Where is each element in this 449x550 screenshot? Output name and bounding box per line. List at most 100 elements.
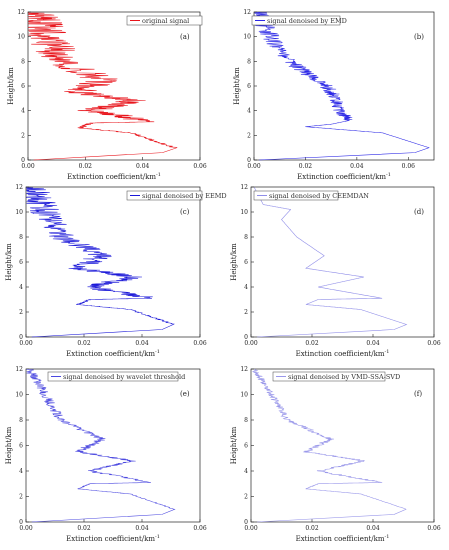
series-line <box>26 187 175 338</box>
y-tick-label: 10 <box>15 392 23 399</box>
panel-5: 0 2 4 6 8 10 12 0.00 0.02 0.04 0.06 Extinction coef… <box>5 366 207 543</box>
y-tick-label: 0 <box>19 334 23 341</box>
panel-6: 0 2 4 6 8 10 12 0.00 0.02 0.04 0.06 Extinction coef… <box>230 366 441 543</box>
x-tick-label: 0.02 <box>305 340 319 347</box>
x-tick-label: 0.02 <box>79 163 93 170</box>
x-axis-label: Extinction coefficient/km-1 <box>296 349 390 358</box>
panel-tag: (f) <box>414 390 422 398</box>
panel-tag: (c) <box>180 208 190 216</box>
x-tick-label: 0.02 <box>77 525 91 532</box>
y-tick-label: 0 <box>21 157 25 164</box>
series-line <box>28 12 178 161</box>
y-tick-label: 8 <box>244 417 248 424</box>
legend-label: signal denoised by EEMD <box>142 192 227 200</box>
x-axis-label-sup: -1 <box>155 349 160 355</box>
y-tick-label: 10 <box>240 392 248 399</box>
x-axis-label-sup: -1 <box>385 349 390 355</box>
x-tick-label: 0.00 <box>244 340 258 347</box>
legend-label: signal denoised by VMD-SSA-SVD <box>288 373 400 381</box>
y-tick-label: 6 <box>19 443 23 450</box>
y-tick-label: 10 <box>17 34 25 41</box>
series-line <box>252 369 407 523</box>
panel-3: 0 2 4 6 8 10 12 0.00 0.02 0.04 0.06 Extinction coef… <box>5 184 227 358</box>
y-tick-label: 12 <box>15 184 23 191</box>
y-axis-label: Height/km <box>230 243 238 281</box>
y-tick-label: 6 <box>21 83 25 90</box>
x-axis-label-sup: -1 <box>386 172 391 178</box>
legend-label: signal denoised by CEEMDAN <box>269 192 369 200</box>
y-tick-label: 4 <box>19 468 23 475</box>
plot-frame <box>27 11 201 161</box>
series-line <box>26 369 176 523</box>
y-tick-label: 8 <box>247 58 251 65</box>
y-tick-label: 8 <box>244 234 248 241</box>
legend-box <box>272 371 386 382</box>
series-line <box>254 187 408 338</box>
y-tick-label: 2 <box>247 132 251 139</box>
series-line <box>254 12 430 161</box>
x-tick-label: 0.00 <box>19 340 33 347</box>
y-tick-label: 0 <box>247 157 251 164</box>
x-axis-label: Extinction coefficient/km-1 <box>66 349 160 358</box>
x-tick-label: 0.04 <box>366 525 380 532</box>
y-tick-label: 10 <box>15 209 23 216</box>
y-tick-label: 6 <box>19 259 23 266</box>
x-tick-label: 0.02 <box>77 340 91 347</box>
y-tick-label: 4 <box>247 108 251 115</box>
y-axis-label: Height/km <box>5 426 13 464</box>
legend-box <box>251 15 341 26</box>
panel-tag: (e) <box>180 390 190 398</box>
x-tick-label: 0.02 <box>305 525 319 532</box>
y-tick-label: 2 <box>244 309 248 316</box>
y-tick-label: 4 <box>244 468 248 475</box>
x-tick-label: 0.02 <box>299 163 313 170</box>
x-tick-label: 0.04 <box>135 340 149 347</box>
x-tick-label: 0.00 <box>244 525 258 532</box>
x-tick-label: 0.06 <box>193 340 207 347</box>
x-tick-label: 0.04 <box>135 525 149 532</box>
panel-1: 0 2 4 6 8 10 12 0.00 0.02 0.04 0.06 Extinction coef… <box>7 9 207 181</box>
y-axis-label: Height/km <box>7 67 15 105</box>
y-tick-label: 2 <box>19 494 23 501</box>
x-tick-label: 0.00 <box>247 163 261 170</box>
y-tick-label: 8 <box>21 58 25 65</box>
y-tick-label: 6 <box>244 443 248 450</box>
y-tick-label: 4 <box>244 284 248 291</box>
x-axis-label: Extinction coefficient/km-1 <box>66 534 160 543</box>
legend-box <box>126 190 203 201</box>
y-tick-label: 12 <box>17 9 25 16</box>
legend-box <box>47 371 179 382</box>
x-tick-label: 0.06 <box>427 340 441 347</box>
y-tick-label: 0 <box>244 519 248 526</box>
y-tick-label: 10 <box>240 209 248 216</box>
legend-box <box>126 15 203 26</box>
plot-frame <box>253 11 435 161</box>
x-tick-label: 0.00 <box>21 163 35 170</box>
y-tick-label: 2 <box>21 132 25 139</box>
y-tick-label: 2 <box>244 494 248 501</box>
x-axis-label: Extinction coefficient/km-1 <box>297 172 391 181</box>
panel-tag: (b) <box>414 33 424 41</box>
panel-tag: (d) <box>414 208 424 216</box>
y-tick-label: 12 <box>15 366 23 373</box>
y-tick-label: 10 <box>243 34 251 41</box>
y-axis-label: Height/km <box>233 67 241 105</box>
x-tick-label: 0.06 <box>402 163 416 170</box>
y-tick-label: 6 <box>244 259 248 266</box>
x-tick-label: 0.04 <box>366 340 380 347</box>
x-axis-label: Extinction coefficient/km-1 <box>296 534 390 543</box>
x-tick-label: 0.06 <box>427 525 441 532</box>
legend-label: signal denoised by EMD <box>267 17 347 25</box>
y-tick-label: 8 <box>19 417 23 424</box>
x-tick-label: 0.06 <box>193 163 207 170</box>
legend-box <box>253 190 339 201</box>
y-tick-label: 12 <box>243 9 251 16</box>
y-axis-label: Height/km <box>5 243 13 281</box>
legend-label: signal denoised by wavelet threshold <box>63 373 185 381</box>
y-tick-label: 0 <box>244 334 248 341</box>
y-tick-label: 8 <box>19 234 23 241</box>
x-axis-label: Extinction coefficient/km-1 <box>67 172 161 181</box>
plot-frame <box>250 368 435 523</box>
panel-tag: (a) <box>180 33 190 41</box>
